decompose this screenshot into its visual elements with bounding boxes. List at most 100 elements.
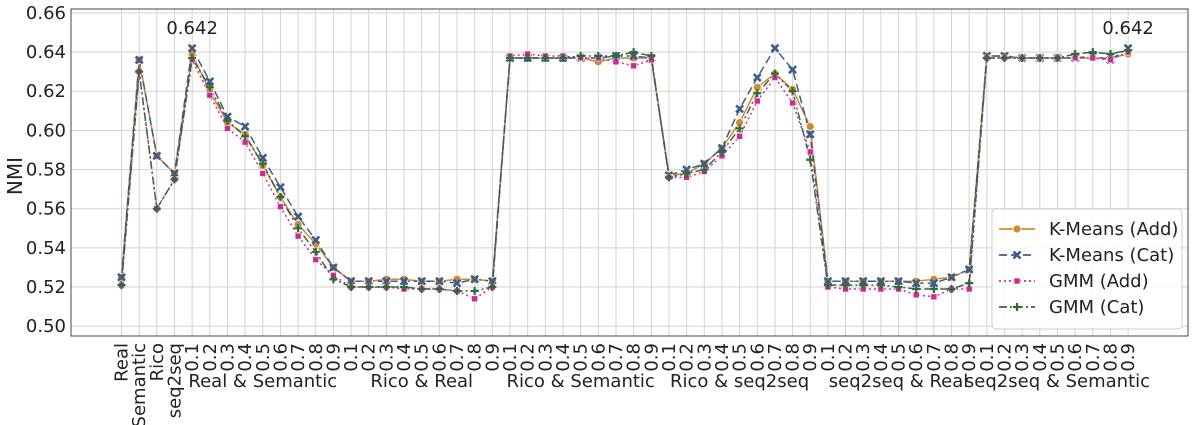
x-tick-label: 0.8 (624, 343, 645, 372)
marker-square (1013, 277, 1021, 285)
marker-plus (170, 175, 179, 184)
group-label: Rico & Real (370, 371, 473, 392)
marker-x (293, 212, 303, 221)
marker-plus (541, 53, 550, 62)
marker-plus (717, 147, 726, 156)
marker-square (930, 293, 938, 301)
series-line (120, 49, 1129, 292)
x-tick-label: 0.3 (376, 343, 397, 372)
marker-x (788, 65, 797, 75)
marker-x (258, 153, 268, 163)
marker-square (294, 232, 302, 240)
x-tick-label: 0.7 (447, 343, 468, 372)
marker-plus (523, 53, 532, 62)
marker-plus (859, 281, 868, 290)
marker-plus (700, 165, 709, 174)
marker-x (205, 77, 215, 86)
marker-x (911, 278, 921, 288)
marker-x (117, 272, 126, 282)
legend-label: K-Means (Add) (1049, 219, 1178, 240)
marker-x (805, 129, 815, 139)
marker-plus (965, 279, 974, 288)
marker-plus (753, 89, 762, 98)
x-tick-label: 0.5 (253, 343, 274, 372)
x-tick-label: Real (112, 343, 133, 382)
marker-x (276, 182, 285, 192)
x-tick-label: 0.6 (747, 343, 768, 372)
marker-plus (488, 283, 497, 292)
x-tick-label: 0.3 (853, 343, 874, 372)
series-lines (120, 45, 1129, 300)
x-tick-label: 0.1 (182, 343, 203, 372)
x-tick-label: 0.1 (818, 343, 839, 372)
group-labels: Real & Semantic Rico & Real Rico & Semanti… (188, 371, 1150, 392)
x-tick-label: 0.5 (730, 343, 751, 372)
marker-plus (435, 285, 444, 294)
y-tick-label: 0.66 (26, 3, 66, 24)
x-tick-label: 0.3 (1012, 343, 1033, 372)
x-tick-labels: RealSemanticRicoseq2seq0.10.20.30.40.50.… (112, 343, 1140, 425)
marker-plus (894, 283, 903, 292)
legend-frame (991, 208, 1183, 330)
x-tick-label: 0.6 (1065, 343, 1086, 372)
marker-x (752, 73, 762, 82)
marker-plus (417, 285, 426, 294)
marker-x (381, 276, 391, 286)
marker-x (364, 276, 374, 286)
marker-plus (629, 48, 638, 57)
marker-plus (241, 132, 250, 141)
marker-plus (276, 192, 285, 201)
series-line (120, 45, 1129, 284)
legend-label: K-Means (Cat) (1049, 245, 1174, 266)
x-tick-label: 0.1 (659, 343, 680, 372)
marker-plus (188, 53, 197, 62)
annotation-label: 0.642 (166, 18, 218, 39)
x-tick-label: seq2seq (164, 343, 185, 418)
marker-plus (382, 283, 391, 292)
marker-square (753, 97, 761, 105)
x-tick-label: 0.2 (836, 343, 857, 372)
x-tick-label: 0.6 (270, 343, 291, 372)
marker-x (770, 43, 780, 53)
group-label: Rico & seq2seq (670, 371, 809, 392)
marker-x (346, 276, 356, 286)
y-tick-label: 0.62 (26, 81, 66, 102)
marker-x (434, 276, 444, 286)
x-tick-label: 0.2 (200, 343, 221, 372)
marker-square (806, 148, 814, 156)
marker-x (947, 272, 956, 282)
x-tick-label: 0.7 (606, 343, 627, 372)
marker-plus (735, 124, 744, 133)
group-label: Real & Semantic (188, 371, 337, 392)
marker-plus (117, 281, 126, 290)
marker-x (929, 278, 939, 288)
marker-x (170, 169, 179, 178)
x-tick-label: Semantic (129, 343, 150, 425)
marker-square (312, 256, 320, 263)
marker-square (206, 91, 214, 99)
marker-plus (947, 285, 956, 294)
marker-x (452, 278, 462, 288)
marker-plus (664, 173, 673, 182)
x-tick-label: 0.7 (924, 343, 945, 372)
marker-square (224, 125, 231, 132)
marker-plus (682, 169, 691, 178)
marker-x (964, 265, 974, 274)
y-tick-label: 0.60 (26, 120, 66, 141)
legend: K-Means (Add) K-Means (Cat) GMM (Add) GMM (… (991, 208, 1183, 330)
x-tick-label: 0.9 (959, 343, 980, 372)
marker-plus (1013, 303, 1021, 311)
marker-plus (294, 224, 303, 233)
marker-plus (876, 281, 885, 290)
marker-plus (347, 283, 356, 292)
marker-x (240, 122, 250, 131)
marker-square (471, 295, 479, 303)
y-tick-label: 0.64 (26, 42, 66, 63)
marker-plus (135, 67, 144, 76)
marker-x (152, 151, 162, 161)
marker-plus (576, 51, 585, 60)
x-tick-label: 0.9 (641, 343, 662, 372)
x-tick-label: 0.7 (1083, 343, 1104, 372)
group-label: Rico & Semantic (506, 371, 654, 392)
group-label: seq2seq & Semantic (965, 371, 1150, 392)
